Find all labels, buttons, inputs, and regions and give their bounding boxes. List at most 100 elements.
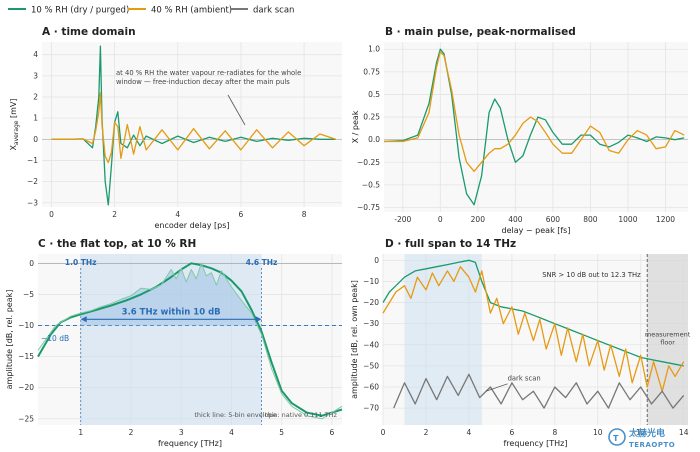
floor-region-shade (647, 254, 688, 425)
panel-d-full-span: 0 2 4 6 8 10 12 14 0 −10 −20 −30 −40 −50 −60 −70 frequen… (350, 254, 691, 448)
x-tick-label: 800 (583, 215, 598, 224)
x-tick-label: 200 (471, 215, 486, 224)
x-axis-label: frequency [THz] (158, 439, 222, 448)
band-fill-area (80, 263, 262, 335)
x-tick-label: 0 (49, 210, 54, 219)
y-tick-label: 1 (33, 114, 38, 123)
arrow-head-left (80, 316, 87, 323)
panel-a-title: A · time domain (42, 26, 136, 38)
y-tick-label: 2 (33, 93, 38, 102)
x-tick-label: 1200 (656, 215, 675, 224)
snr-text: SNR > 10 dB out to 12.3 THz (542, 271, 641, 279)
legend-label-2: 40 % RH (ambient) (151, 6, 232, 16)
logo-cn-text: 太赫光电 (628, 427, 665, 439)
band-start-label: 1.0 THz (65, 258, 97, 267)
panel-a-time-domain: 0 2 4 6 8 −3 −2 −1 0 1 2 3 4 encoder delay [ps] Xavera… (9, 42, 342, 230)
y-axis-label-sub: average (13, 120, 20, 145)
y-tick-label: −0.25 (357, 158, 380, 167)
x-tick-label: 3 (179, 428, 184, 437)
x-axis-label: delay − peak [fs] (502, 226, 571, 235)
y-tick-label: −5 (23, 290, 34, 299)
y-tick-label: −10 (18, 321, 34, 330)
floor-text-2: floor (660, 338, 675, 346)
y-tick-label: 0 (33, 135, 38, 144)
y-tick-label: −70 (363, 404, 379, 413)
series-line-2 (37, 262, 343, 420)
footnote-right: thin: native 0.111 THz (265, 411, 338, 419)
x-axis-label: encoder delay [ps] (154, 221, 229, 230)
y-tick-label: −40 (363, 340, 379, 349)
series-line-1 (382, 259, 684, 367)
y-axis-label-unit: [mV] (9, 98, 18, 120)
y-tick-label: −30 (363, 319, 379, 328)
y-tick-label: −3 (27, 198, 38, 207)
x-tick-label: 2 (129, 428, 134, 437)
floor-text-1: measurement (645, 330, 691, 338)
x-tick-label: 600 (546, 215, 561, 224)
y-tick-label: −15 (18, 352, 34, 361)
x-tick-label: 12 (636, 428, 646, 437)
dark-scan-label: dark scan (508, 375, 541, 383)
x-tick-label: 0 (381, 428, 386, 437)
panel-c-flat-top: 1 2 3 4 5 6 0 −5 −10 −15 −20 −25 frequency [THz] ampl… (5, 254, 343, 448)
y-axis-label: Xaverage [mV] (9, 98, 20, 150)
x-tick-label: 8 (302, 210, 307, 219)
y-tick-label: 0.25 (363, 113, 380, 122)
x-tick-label: 1000 (618, 215, 637, 224)
arrow-head-right (255, 316, 262, 323)
y-axis-label: amplitude [dB, rel. own peak] (350, 280, 359, 399)
x-tick-label: 4 (229, 428, 234, 437)
panel-d-title: D · full span to 14 THz (385, 238, 516, 250)
x-tick-label: 6 (330, 428, 335, 437)
series-line-1 (383, 48, 685, 206)
threshold-label: −10 dB (41, 334, 69, 343)
band-width-label: 3.6 THz within 10 dB (122, 307, 221, 317)
y-tick-label: −0.5 (362, 180, 380, 189)
x-tick-label: 6 (509, 428, 514, 437)
logo-mark-icon (608, 428, 626, 446)
annotation-line-1: at 40 % RH the water vapour re-radiates … (116, 69, 301, 77)
band-shade (404, 254, 482, 425)
series-line-2 (384, 51, 685, 172)
y-axis-label: amplitude [dB, rel. peak] (5, 290, 14, 390)
x-axis-label: frequency [THz] (503, 439, 567, 448)
panel-b-plot-area (384, 42, 688, 212)
x-tick-label: 5 (279, 428, 284, 437)
y-tick-label: 4 (33, 50, 38, 59)
x-tick-label: 6 (239, 210, 244, 219)
footnote-left: thick line: 5-bin envelope (194, 411, 276, 419)
x-tick-label: 10 (593, 428, 603, 437)
y-tick-label: −50 (363, 361, 379, 370)
series-line-2 (51, 92, 336, 164)
y-tick-label: 0.0 (368, 135, 380, 144)
y-tick-label: −20 (18, 383, 34, 392)
y-tick-label: 0.5 (368, 90, 380, 99)
y-tick-label: 3 (33, 71, 38, 80)
x-tick-label: 8 (552, 428, 557, 437)
x-tick-label: 2 (424, 428, 429, 437)
x-tick-label: 4 (467, 428, 472, 437)
panel-c-title: C · the flat top, at 10 % RH (38, 238, 196, 250)
y-tick-label: 0 (374, 256, 379, 265)
logo-en-text: TERAOPTO (629, 441, 675, 449)
x-tick-label: 1 (78, 428, 83, 437)
y-tick-label: −60 (363, 383, 379, 392)
x-tick-label: 400 (508, 215, 523, 224)
series-line-3 (393, 373, 685, 409)
y-axis-label: X / peak (351, 110, 360, 143)
annotation-line-2: window — free-induction decay after the … (116, 78, 290, 86)
figure-legend: 10 % RH (dry / purged) 40 % RH (ambient) d… (8, 6, 294, 16)
y-tick-label: −0.75 (357, 203, 380, 212)
y-tick-label: −10 (363, 277, 379, 286)
teraopto-logo: T 太赫光电 TERAOPTO (608, 427, 675, 449)
dark-scan-pointer (485, 383, 508, 392)
y-tick-label: 1.0 (368, 45, 380, 54)
annotation-arrow (227, 94, 246, 126)
y-tick-label: −20 (363, 298, 379, 307)
y-tick-label: 0.75 (363, 67, 380, 76)
panel-a-plot-area (42, 42, 342, 207)
x-tick-label: 4 (175, 210, 180, 219)
x-tick-label: 14 (679, 428, 689, 437)
y-tick-label: −25 (18, 414, 34, 423)
